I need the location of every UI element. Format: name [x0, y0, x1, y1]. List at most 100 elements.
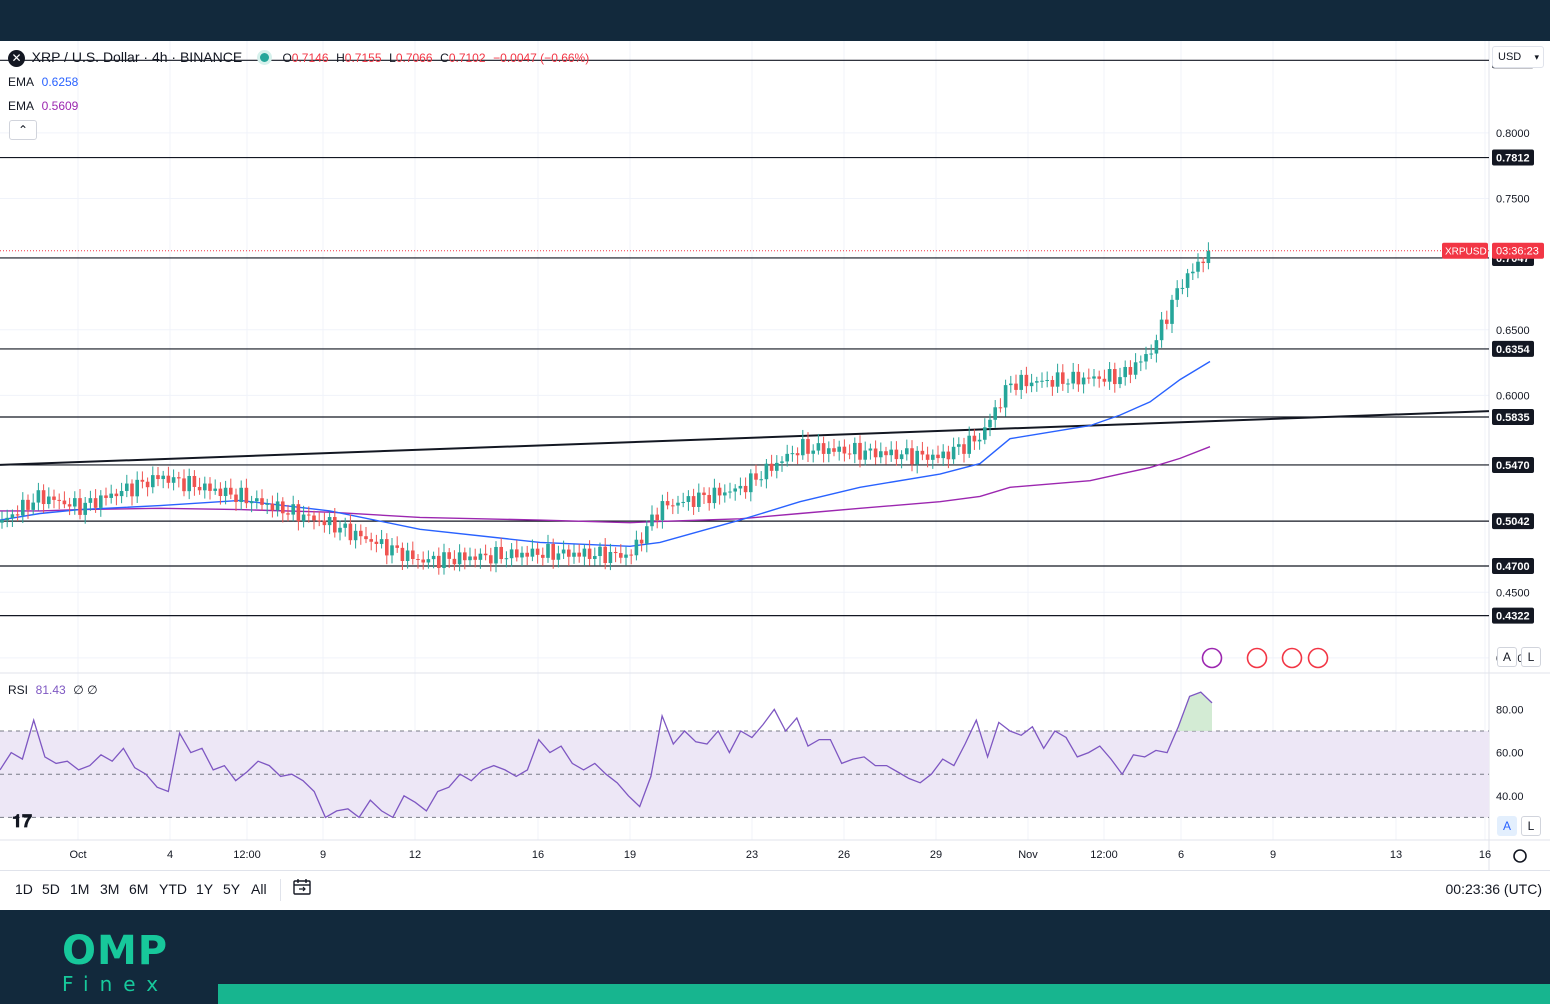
candle-body[interactable]: [104, 495, 108, 498]
candle-body[interactable]: [405, 550, 410, 561]
candle-body[interactable]: [270, 503, 275, 511]
candle-body[interactable]: [452, 558, 457, 565]
candle-body[interactable]: [707, 495, 711, 504]
candle-body[interactable]: [1139, 361, 1143, 363]
candle-body[interactable]: [1102, 378, 1107, 382]
candle-body[interactable]: [0, 520, 4, 523]
range-all-button[interactable]: All: [251, 881, 267, 897]
candle-body[interactable]: [1149, 353, 1153, 355]
candle-body[interactable]: [10, 514, 15, 518]
utc-clock[interactable]: 00:23:36 (UTC): [1445, 881, 1542, 897]
candle-body[interactable]: [639, 539, 644, 544]
candle-body[interactable]: [1009, 383, 1013, 386]
candle-body[interactable]: [93, 498, 98, 508]
candle-body[interactable]: [889, 449, 893, 456]
candle-body[interactable]: [400, 547, 405, 561]
candle-body[interactable]: [868, 448, 873, 451]
candle-body[interactable]: [530, 548, 535, 557]
candle-body[interactable]: [218, 488, 223, 497]
candle-body[interactable]: [1133, 362, 1138, 375]
candle-body[interactable]: [499, 546, 503, 560]
candle-body[interactable]: [411, 550, 415, 560]
candle-body[interactable]: [572, 552, 576, 557]
candle-body[interactable]: [816, 443, 821, 451]
candle-body[interactable]: [1154, 340, 1159, 354]
range-ytd-button[interactable]: YTD: [159, 881, 187, 897]
candle-body[interactable]: [145, 481, 150, 488]
candle-body[interactable]: [395, 545, 399, 548]
candle-body[interactable]: [1055, 372, 1060, 387]
log-scale-button[interactable]: L: [1521, 647, 1541, 667]
candle-body[interactable]: [41, 490, 46, 505]
candle-body[interactable]: [1191, 271, 1195, 274]
candle-body[interactable]: [473, 556, 477, 560]
candle-body[interactable]: [223, 487, 228, 497]
candle-body[interactable]: [327, 517, 332, 526]
candle-body[interactable]: [743, 485, 748, 493]
candle-body[interactable]: [884, 451, 888, 456]
candle-body[interactable]: [697, 492, 701, 507]
candle-body[interactable]: [431, 555, 436, 560]
candle-body[interactable]: [47, 496, 51, 505]
candle-body[interactable]: [551, 543, 555, 560]
candle-body[interactable]: [925, 454, 930, 460]
candle-body[interactable]: [67, 504, 72, 507]
range-1d-button[interactable]: 1D: [15, 881, 33, 897]
candle-body[interactable]: [785, 453, 789, 462]
candle-body[interactable]: [717, 487, 722, 496]
candle-body[interactable]: [535, 548, 540, 555]
candle-body[interactable]: [109, 493, 113, 498]
candle-body[interactable]: [21, 499, 25, 516]
candle-body[interactable]: [421, 559, 425, 563]
candle-body[interactable]: [457, 552, 462, 565]
candle-body[interactable]: [962, 444, 966, 454]
candle-body[interactable]: [15, 514, 20, 516]
candle-body[interactable]: [1076, 371, 1081, 385]
ema-slow-line[interactable]: [0, 446, 1211, 524]
candle-body[interactable]: [156, 475, 160, 480]
candle-body[interactable]: [203, 483, 207, 491]
candle-body[interactable]: [301, 514, 306, 522]
candle-body[interactable]: [1003, 385, 1008, 408]
candle-body[interactable]: [775, 462, 779, 471]
candle-body[interactable]: [702, 492, 706, 496]
candle-body[interactable]: [660, 501, 665, 521]
candle-body[interactable]: [801, 439, 805, 456]
candle-body[interactable]: [645, 526, 649, 544]
candle-body[interactable]: [728, 491, 732, 493]
candle-body[interactable]: [915, 450, 919, 465]
candle-body[interactable]: [821, 443, 826, 454]
range-1m-button[interactable]: 1M: [70, 881, 90, 897]
candle-body[interactable]: [619, 553, 623, 558]
candle-body[interactable]: [322, 520, 327, 526]
candle-body[interactable]: [390, 545, 394, 556]
candle-body[interactable]: [374, 541, 379, 544]
candle-body[interactable]: [1107, 369, 1112, 382]
candle-body[interactable]: [62, 500, 67, 505]
candle-body[interactable]: [1024, 374, 1029, 387]
candle-body[interactable]: [946, 451, 951, 460]
candle-body[interactable]: [1014, 383, 1018, 390]
candle-body[interactable]: [307, 514, 311, 516]
candle-body[interactable]: [489, 555, 493, 564]
candle-body[interactable]: [603, 546, 607, 564]
candle-body[interactable]: [951, 446, 956, 460]
candle-body[interactable]: [1045, 379, 1049, 381]
candle-body[interactable]: [847, 453, 852, 455]
candle-body[interactable]: [187, 475, 191, 492]
candle-body[interactable]: [343, 523, 347, 528]
candle-body[interactable]: [967, 435, 971, 454]
candle-body[interactable]: [790, 453, 795, 455]
candle-body[interactable]: [369, 539, 373, 542]
candle-body[interactable]: [931, 454, 935, 460]
candle-body[interactable]: [99, 495, 103, 508]
ema-fast-line[interactable]: [0, 360, 1211, 548]
candle-body[interactable]: [426, 559, 431, 563]
candle-body[interactable]: [286, 513, 290, 515]
candle-body[interactable]: [57, 499, 61, 501]
range-3m-button[interactable]: 3M: [100, 881, 120, 897]
candle-body[interactable]: [863, 450, 867, 460]
rsi-auto-scale-button[interactable]: A: [1497, 816, 1517, 836]
candle-body[interactable]: [182, 478, 186, 492]
candle-body[interactable]: [244, 487, 249, 504]
